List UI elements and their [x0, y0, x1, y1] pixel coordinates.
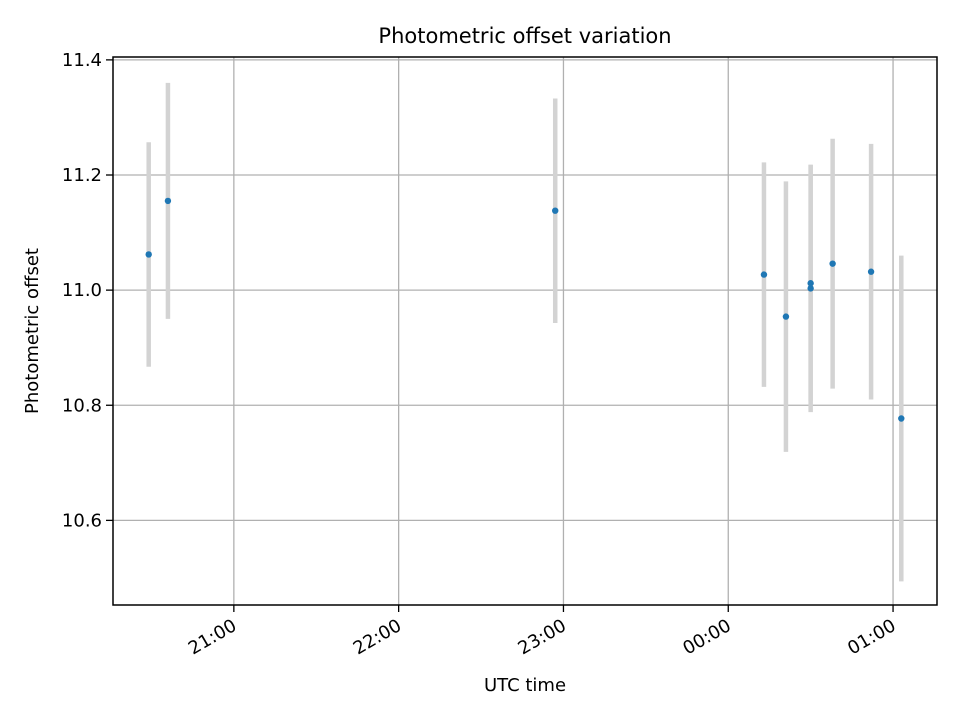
y-tick-label: 11.4 — [62, 50, 102, 71]
data-point — [867, 268, 875, 275]
y-axis-title: Photometric offset — [22, 248, 43, 414]
grid — [113, 57, 937, 605]
data-point — [164, 197, 172, 205]
y-tick-label: 11.0 — [62, 280, 102, 301]
data-points — [145, 197, 905, 422]
y-tick-label: 11.2 — [62, 165, 102, 186]
data-point — [145, 251, 152, 258]
data-point — [898, 415, 905, 422]
data-point — [807, 280, 814, 287]
chart-title: Photometric offset variation — [378, 24, 671, 48]
y-tick-label: 10.8 — [62, 395, 102, 416]
y-axis: 10.6 10.8 11.0 11.2 11.4 — [62, 50, 113, 531]
y-tick-label: 10.6 — [62, 510, 102, 531]
data-point — [552, 207, 559, 214]
data-point — [760, 271, 768, 278]
data-point — [829, 260, 836, 267]
x-axis-title: UTC time — [484, 675, 566, 696]
data-point — [782, 313, 790, 320]
data-point — [807, 285, 814, 292]
plot-frame — [112, 56, 938, 606]
